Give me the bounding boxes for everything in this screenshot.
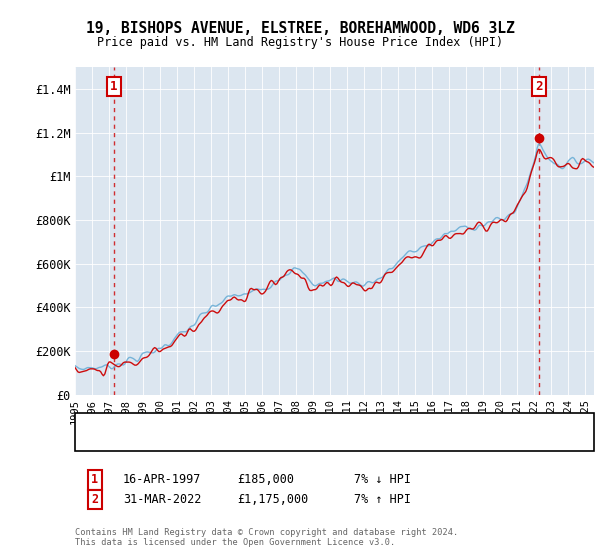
Text: £1,175,000: £1,175,000 [237, 493, 308, 506]
Text: 7% ↓ HPI: 7% ↓ HPI [354, 473, 411, 487]
Text: £185,000: £185,000 [237, 473, 294, 487]
Text: 7% ↑ HPI: 7% ↑ HPI [354, 493, 411, 506]
Text: Price paid vs. HM Land Registry's House Price Index (HPI): Price paid vs. HM Land Registry's House … [97, 36, 503, 49]
Text: 16-APR-1997: 16-APR-1997 [123, 473, 202, 487]
Text: 1: 1 [110, 80, 118, 93]
Text: 2: 2 [91, 493, 98, 506]
Text: 1: 1 [91, 473, 98, 487]
Text: 19, BISHOPS AVENUE, ELSTREE, BOREHAMWOOD, WD6 3LZ (detached house): 19, BISHOPS AVENUE, ELSTREE, BOREHAMWOOD… [114, 418, 510, 428]
Text: HPI: Average price, detached house, Hertsmere: HPI: Average price, detached house, Hert… [114, 435, 384, 445]
Text: 2: 2 [535, 80, 542, 93]
Text: 31-MAR-2022: 31-MAR-2022 [123, 493, 202, 506]
Text: Contains HM Land Registry data © Crown copyright and database right 2024.: Contains HM Land Registry data © Crown c… [75, 528, 458, 537]
Text: This data is licensed under the Open Government Licence v3.0.: This data is licensed under the Open Gov… [75, 539, 395, 548]
Text: 19, BISHOPS AVENUE, ELSTREE, BOREHAMWOOD, WD6 3LZ: 19, BISHOPS AVENUE, ELSTREE, BOREHAMWOOD… [86, 21, 514, 36]
